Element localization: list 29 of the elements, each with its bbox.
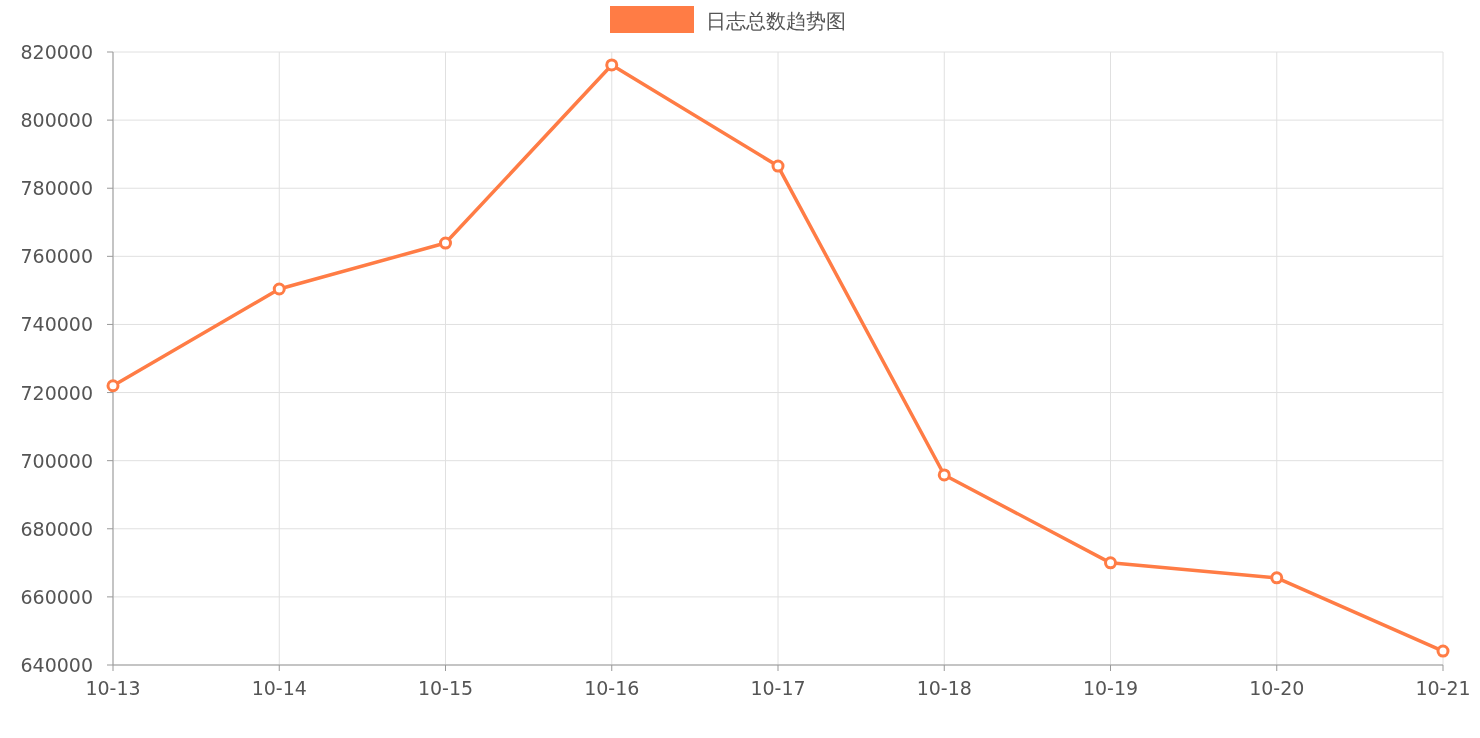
point bbox=[605, 58, 619, 72]
y-tick-label: 640000 bbox=[20, 654, 93, 676]
y-tick-label: 800000 bbox=[20, 109, 93, 132]
point bbox=[272, 282, 286, 296]
x-tick-label: 10-19 bbox=[1082, 677, 1139, 699]
y-tick-label: 680000 bbox=[20, 517, 93, 540]
x-tick-label: 10-16 bbox=[584, 677, 640, 699]
x-tick-label: 10-13 bbox=[85, 677, 141, 699]
point bbox=[1436, 644, 1450, 658]
y-tick-label: 760000 bbox=[20, 245, 93, 268]
point bbox=[106, 379, 120, 393]
legend-label: 日志总数趋势图 bbox=[706, 9, 846, 33]
point bbox=[771, 159, 785, 173]
point bbox=[937, 468, 951, 482]
x-tick-label: 10-21 bbox=[1415, 677, 1471, 699]
y-tick-label: 780000 bbox=[20, 177, 93, 200]
point bbox=[1270, 571, 1284, 585]
y-tick-label: 660000 bbox=[20, 585, 93, 608]
x-tick-label: 10-20 bbox=[1249, 677, 1305, 699]
x-tick-label: 10-15 bbox=[417, 677, 474, 699]
point bbox=[439, 236, 452, 250]
y-tick-label: 720000 bbox=[20, 381, 93, 404]
x-tick-label: 10-17 bbox=[750, 677, 806, 699]
x-tick-label: 10-14 bbox=[251, 677, 307, 699]
y-tick-label: 740000 bbox=[20, 313, 93, 336]
x-tick-label: 10-18 bbox=[916, 677, 972, 699]
y-tick-label: 820000 bbox=[20, 41, 93, 63]
point bbox=[1104, 556, 1117, 570]
y-tick-label: 700000 bbox=[20, 449, 93, 472]
